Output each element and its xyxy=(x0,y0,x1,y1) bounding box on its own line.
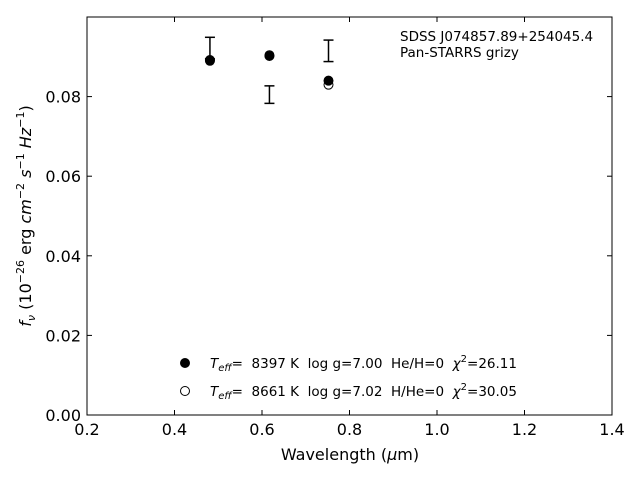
model-points xyxy=(204,50,334,90)
x-tick-labels: 0.2 0.4 0.6 0.8 1.0 1.2 1.4 xyxy=(74,420,624,439)
legend: Teff= 8397 K log g=7.00 He/H=0 χ2=26.11 … xyxy=(180,354,517,402)
y-tick-label-1: 0.02 xyxy=(45,326,81,345)
legend-entry-2: Teff= 8661 K log g=7.02 H/He=0 χ2=30.05 xyxy=(210,382,517,402)
y-tick-label-0: 0.00 xyxy=(45,406,81,425)
axis-ticks xyxy=(86,17,613,416)
filled-point-0 xyxy=(204,55,215,66)
x-tick-label-5: 1.2 xyxy=(512,420,537,439)
legend-entry-1: Teff= 8397 K log g=7.00 He/H=0 χ2=26.11 xyxy=(210,354,517,374)
x-tick-label-6: 1.4 xyxy=(599,420,624,439)
annotation-filters: Pan-STARRS grizy xyxy=(400,45,519,61)
y-axis-label: fν (10−26 erg cm−2 s−1 Hz−1) xyxy=(14,105,38,326)
x-axis-label: Wavelength (μm) xyxy=(281,445,419,464)
x-tick-label-3: 0.8 xyxy=(337,420,362,439)
y-tick-label-2: 0.04 xyxy=(45,247,81,266)
x-tick-label-2: 0.6 xyxy=(249,420,274,439)
filled-point-1 xyxy=(264,51,275,62)
observed-errorbars xyxy=(204,36,334,105)
filled-point-2 xyxy=(323,75,334,86)
annotation-object: SDSS J074857.89+254045.4 xyxy=(400,29,593,45)
x-tick-label-4: 1.0 xyxy=(424,420,449,439)
legend-marker-filled xyxy=(180,358,190,368)
y-tick-label-4: 0.08 xyxy=(45,88,81,107)
legend-marker-open xyxy=(180,386,190,396)
x-tick-label-0: 0.2 xyxy=(74,420,99,439)
y-tick-label-3: 0.06 xyxy=(45,167,81,186)
x-tick-label-1: 0.4 xyxy=(162,420,187,439)
y-tick-labels: 0.00 0.02 0.04 0.06 0.08 xyxy=(45,88,81,425)
